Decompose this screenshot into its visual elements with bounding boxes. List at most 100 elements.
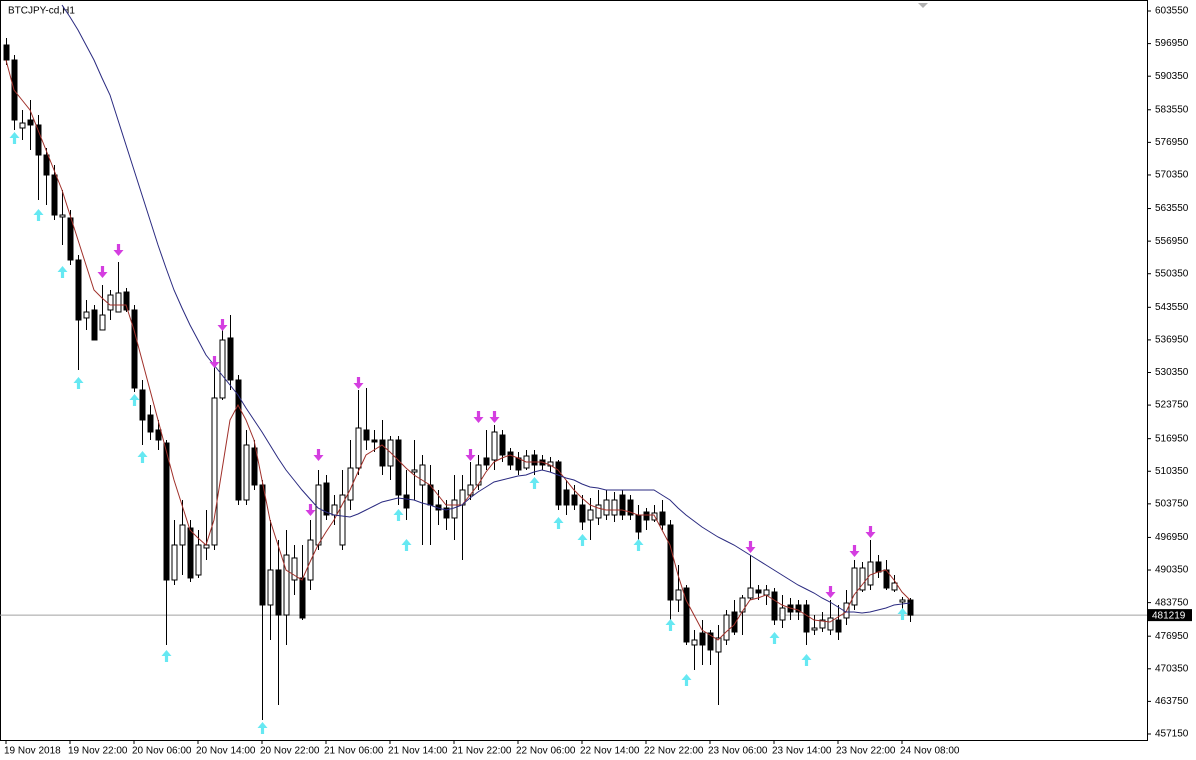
down-arrow [489,411,500,423]
up-arrow [257,722,268,734]
candle-body [795,604,802,613]
up-arrow [577,534,588,546]
x-tick-label: 21 Nov 14:00 [388,746,448,757]
candle-body [379,439,386,467]
y-tick-label: 596950 [1155,38,1189,49]
x-tick-label: 21 Nov 06:00 [324,746,384,757]
candle-body [563,489,570,506]
candle-body [835,619,842,633]
y-tick-label: 457150 [1155,729,1189,740]
chart-title: BTCJPY-cd,H1 [8,6,75,17]
candle-body [131,309,138,389]
candle-body [763,589,770,596]
up-arrow [769,632,780,644]
y-tick-label: 550350 [1155,268,1189,279]
candle-body [659,511,666,526]
candle-body [211,397,218,546]
down-arrow [353,377,364,389]
y-tick-label: 503750 [1155,498,1189,509]
up-arrow [801,654,812,666]
candle-body [739,597,746,613]
y-tick-label: 463750 [1155,696,1189,707]
up-arrow [681,674,692,686]
x-tick-label: 19 Nov 22:00 [68,746,128,757]
candle-body [691,639,698,646]
y-tick-label: 583550 [1155,104,1189,115]
candle-body [875,561,882,573]
x-tick-label: 23 Nov 14:00 [772,746,832,757]
up-arrow [57,266,68,278]
candle-body [27,119,34,126]
candle-body [891,582,898,591]
candle-body [235,379,242,501]
up-arrow [665,619,676,631]
candle-body [147,414,154,433]
candle-body [587,509,594,521]
candle-body [163,442,170,581]
candle-body [755,589,762,594]
candle-body [115,292,122,313]
down-arrow [745,541,756,553]
y-tick-label: 576950 [1155,137,1189,148]
candle-body [811,627,818,631]
candle-body [51,174,58,216]
x-tick-label: 20 Nov 14:00 [196,746,256,757]
x-tick-label: 22 Nov 06:00 [516,746,576,757]
candle-body [611,499,618,516]
y-tick-label: 490350 [1155,565,1189,576]
candle-body [251,447,258,486]
y-tick-label: 543550 [1155,302,1189,313]
candle-body [339,494,346,546]
candle-body [283,554,290,616]
ma-line [61,4,911,614]
y-tick-label: 530350 [1155,367,1189,378]
candle-body [907,599,914,616]
candle-body [595,504,602,519]
candle-body [707,632,714,651]
down-arrow [465,449,476,461]
candle-body [731,611,738,633]
candle-body [323,482,330,516]
candle-body [515,457,522,471]
candle-body [123,291,130,311]
y-tick-label: 496950 [1155,532,1189,543]
candle-body [803,604,810,633]
candle-body [43,154,50,176]
up-arrow [897,608,908,620]
y-tick-label: 603550 [1155,6,1189,17]
up-arrow [9,132,20,144]
candle-body [99,314,106,331]
y-tick-label: 470350 [1155,663,1189,674]
candle-body [531,454,538,466]
candle-body [603,499,610,516]
candle-body [267,569,274,606]
candle-body [59,214,66,218]
down-arrow [849,545,860,557]
candle-body [899,599,906,603]
y-tick-label: 556950 [1155,236,1189,247]
candle-body [83,311,90,319]
y-tick-label: 483750 [1155,597,1189,608]
x-tick-label: 20 Nov 06:00 [132,746,192,757]
candle-body [275,569,282,616]
candle-body [723,614,730,641]
down-arrow [865,526,876,538]
candle-body [507,451,514,466]
down-arrow [113,244,124,256]
candle-body [139,389,146,421]
candle-body [667,524,674,601]
candle-body [403,494,410,509]
y-tick-label: 476950 [1155,631,1189,642]
candle-body [819,619,826,629]
candle-body [3,44,10,61]
candle-body [19,122,26,129]
candle-body [91,309,98,341]
candle-body [419,464,426,486]
shift-marker [918,3,928,8]
candle-body [315,484,322,546]
candle-body [451,499,458,519]
down-arrow [209,356,220,368]
candle-body [555,461,562,506]
